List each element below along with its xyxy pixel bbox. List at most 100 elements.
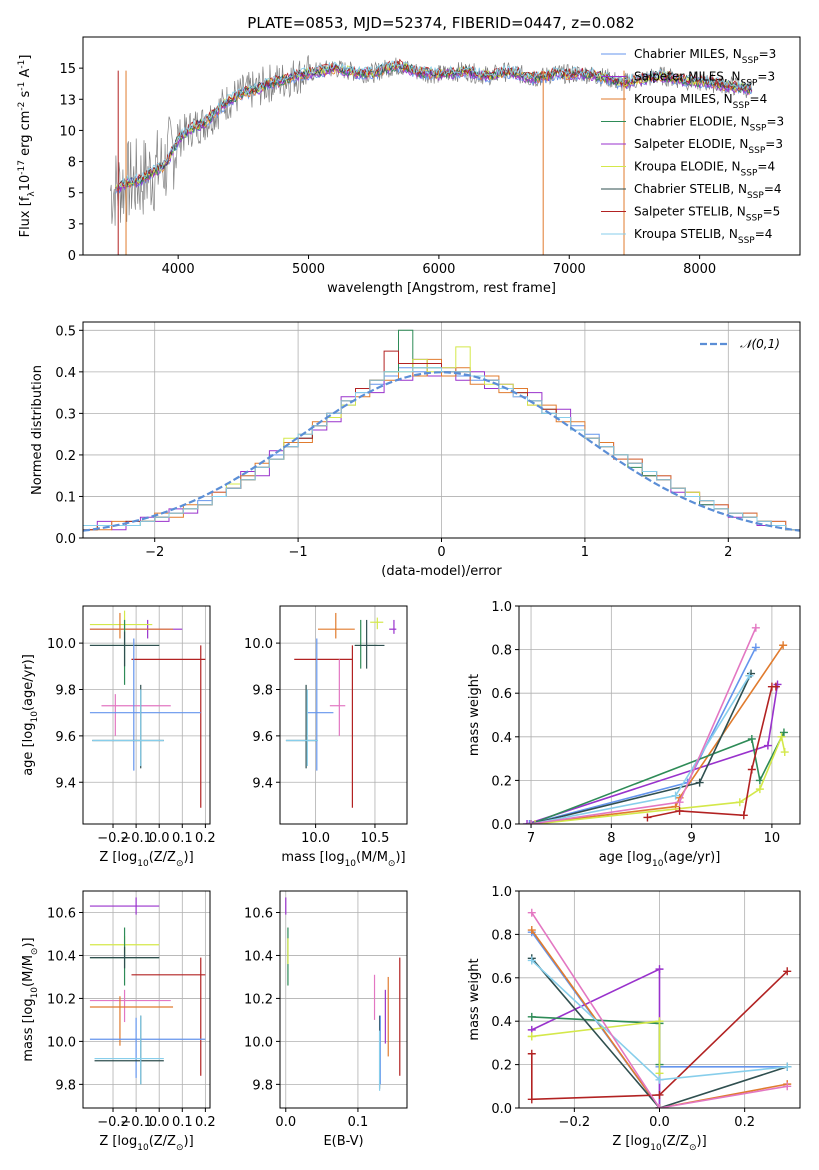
y-tick-label: 9.8 [252, 683, 273, 698]
chart-title: PLATE=0853, MJD=52374, FIBERID=0447, z=0… [247, 14, 634, 32]
error-point [92, 689, 164, 767]
normal-curve [83, 371, 800, 532]
weight-marker [751, 623, 760, 632]
weight-line [530, 673, 752, 824]
panel-mass-weight-vs-age: 7 8 9 10 0.0 0.2 0.4 0.6 0.8 1.0 age [log10(age/yr… [467, 600, 801, 869]
weight-marker [655, 1104, 664, 1108]
weight-marker [745, 671, 754, 680]
panel-age-vs-Z: −0.2−0.10.0 0.1 0.2 9.4 9.6 9.8 10.0 Z [log10(Z… [21, 605, 216, 869]
x-tick-label: 0.0 [649, 1115, 670, 1130]
panel-age-vs-mass: 10.0 10.5 9.4 9.6 9.8 10.0 mass [log10(M/M⊙)] [244, 605, 408, 869]
error-point [370, 617, 384, 630]
weight-marker [735, 798, 744, 807]
weight-marker [780, 748, 789, 757]
weight-line [531, 912, 788, 1108]
y-tick-label: 0.0 [491, 1102, 512, 1117]
weight-line [531, 970, 788, 1101]
x-tick-label: −0.1 [120, 831, 152, 846]
weight-marker [531, 820, 540, 824]
error-point [89, 989, 171, 1023]
x-tick-label: 10 [764, 831, 781, 846]
weight-marker [783, 1082, 792, 1091]
y-tick-label: 9.6 [252, 730, 273, 745]
y-axis-label: mass weight [467, 958, 482, 1040]
x-axis-label: mass [log10(M/M⊙)] [281, 850, 405, 869]
x-tick-label: 6000 [422, 262, 455, 277]
weight-line [531, 929, 788, 1108]
error-point [89, 631, 160, 667]
y-tick-label: 0.2 [491, 1059, 512, 1074]
weight-marker [655, 1017, 664, 1026]
model-line [115, 60, 753, 191]
y-tick-label: 13 [59, 93, 76, 108]
weight-marker [779, 641, 788, 650]
weight-marker [777, 732, 786, 741]
weight-marker [527, 820, 536, 824]
x-tick-label: 0.0 [275, 1115, 296, 1130]
axes-frame [279, 605, 408, 825]
y-tick-label: 9.4 [55, 776, 76, 791]
x-tick-label: 2 [724, 545, 732, 560]
weight-marker [779, 728, 788, 737]
x-tick-label: 9 [687, 831, 695, 846]
weight-marker [527, 1032, 536, 1041]
error-point [94, 1015, 164, 1085]
x-tick-label: 0.2 [734, 1115, 755, 1130]
weight-marker [751, 643, 760, 652]
error-point [94, 1015, 164, 1085]
error-point [354, 619, 385, 669]
panel-mass-vs-Z: −0.2−0.10.0 0.1 0.2 9.8 10.0 10.2 10.4 10.6 Z [l… [21, 890, 216, 1153]
plot-area [285, 897, 401, 1091]
y-tick-label: 9.8 [55, 683, 76, 698]
plot-area [285, 612, 397, 808]
y-tick-label: 0.4 [55, 366, 76, 381]
panel-mass-vs-EBV: 0.0 0.1 9.8 10.0 10.2 10.4 10.6 E(B-V) [244, 890, 408, 1149]
y-tick-label: 9.8 [252, 1078, 273, 1093]
axes-frame [82, 321, 801, 539]
y-tick-label: 10.2 [47, 992, 76, 1007]
weight-marker [763, 741, 772, 750]
y-tick-label: 15 [59, 62, 76, 77]
legend-label: Salpeter MILES, NSSP=3 [634, 70, 775, 89]
y-tick-label: 0.3 [55, 407, 76, 422]
y-tick-label: 10.6 [244, 906, 273, 921]
y-tick-label: 10.4 [244, 949, 273, 964]
weight-marker [747, 765, 756, 774]
x-tick-label: 8000 [683, 262, 716, 277]
legend: Chabrier MILES, NSSP=3 Salpeter MILES, NS… [601, 47, 784, 246]
x-axis-label: wavelength [Angstrom, rest frame] [327, 281, 556, 296]
weight-marker [527, 908, 536, 917]
x-tick-label: 0.1 [172, 831, 193, 846]
weight-marker [747, 734, 756, 743]
panel-residuals: −2 −1 0 1 2 0.0 0.1 0.2 0.3 0.4 0.5 (data-model)/er… [30, 321, 801, 579]
error-point [89, 897, 160, 915]
y-tick-label: 9.6 [55, 730, 76, 745]
x-axis-label: Z [log10(Z/Z⊙)] [99, 1134, 193, 1153]
weight-marker [675, 798, 684, 807]
plot-area [89, 610, 206, 808]
panel-spectrum: 4000 5000 6000 7000 8000 0 3 5 8 10 13 15 wavelength… [17, 36, 801, 296]
plot-area [110, 55, 755, 255]
plot-area [523, 623, 789, 824]
weight-line [531, 957, 788, 1108]
x-axis-label: Z [log10(Z/Z⊙)] [612, 1134, 706, 1153]
error-point [89, 946, 160, 969]
legend-normal: 𝒩(0,1) [700, 337, 780, 351]
x-tick-label: 0.2 [195, 1115, 216, 1130]
x-tick-label: 7000 [553, 262, 586, 277]
x-tick-label: −0.2 [559, 1115, 591, 1130]
error-point [89, 610, 153, 632]
y-tick-label: 10.0 [47, 637, 76, 652]
y-tick-label: 0.1 [55, 490, 76, 505]
x-axis-label: age [log10(age/yr)] [599, 850, 721, 869]
x-tick-label: 10.5 [360, 831, 389, 846]
weight-line [530, 644, 784, 824]
x-tick-label: 0.2 [195, 831, 216, 846]
legend-label: Chabrier STELIB, NSSP=4 [634, 182, 782, 201]
weight-marker [523, 820, 532, 824]
weight-marker [671, 791, 680, 800]
x-axis-label: Z [log10(Z/Z⊙)] [99, 850, 193, 869]
x-tick-label: 0.1 [348, 1115, 369, 1130]
x-tick-label: 4000 [162, 262, 195, 277]
